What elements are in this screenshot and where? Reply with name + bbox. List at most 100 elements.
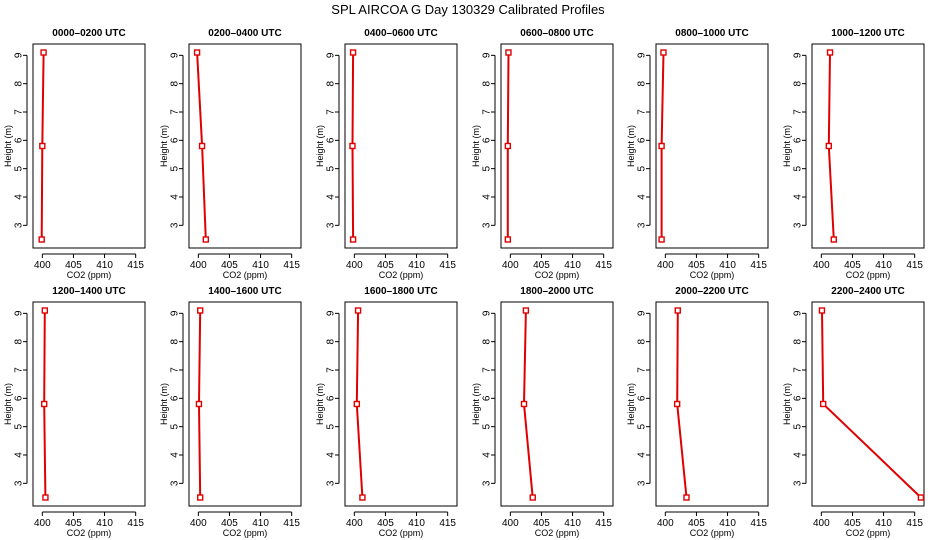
y-tick-label: 4 (637, 194, 648, 200)
data-point-marker (830, 236, 837, 243)
y-tick-label: 4 (14, 194, 25, 200)
y-tick-label: 9 (170, 310, 181, 316)
y-tick-label: 9 (14, 52, 25, 58)
data-point-marker (353, 400, 361, 408)
y-tick-label: 9 (170, 52, 181, 58)
y-tick-label: 6 (14, 395, 25, 401)
x-tick-label: 405 (533, 260, 550, 271)
y-axis-label: Height (m) (159, 383, 169, 425)
y-tick-label: 5 (637, 165, 648, 171)
data-point-marker (826, 49, 834, 56)
data-point-marker (195, 400, 203, 408)
data-point-marker (522, 307, 530, 314)
y-tick-label: 3 (326, 222, 337, 228)
y-tick-label: 9 (326, 52, 337, 58)
y-tick-label: 8 (482, 338, 493, 344)
panel-title: 0600–0800 UTC (520, 28, 593, 39)
plot-frame (344, 43, 458, 249)
y-tick-label: 5 (326, 165, 337, 171)
y-tick-label: 7 (14, 109, 25, 115)
figure-title: SPL AIRCOA G Day 130329 Calibrated Profi… (331, 2, 605, 17)
y-axis-label: Height (m) (3, 383, 13, 425)
profile-panel: 2200–2400 UTC 400 405 410 415 CO2 (ppm) 3 4 5 6 7 8… (782, 286, 925, 538)
y-tick-label: 3 (170, 222, 181, 228)
y-axis-label: Height (m) (782, 383, 792, 425)
y-tick-label: 5 (326, 423, 337, 429)
y-tick-label: 8 (482, 80, 493, 86)
panel-title: 0400–0600 UTC (364, 28, 437, 39)
data-point-marker (40, 49, 47, 56)
y-tick-label: 6 (793, 395, 804, 401)
profile-panel: 1200–1400 UTC 400 405 410 415 CO2 (ppm) 3 4 5 6 7 8… (3, 286, 146, 538)
plot-frame (188, 43, 302, 249)
y-tick-label: 9 (637, 52, 648, 58)
x-tick-label: 400 (813, 518, 830, 529)
panel-title: 1600–1800 UTC (364, 286, 437, 297)
plot-frame (344, 301, 458, 507)
x-tick-label: 400 (657, 260, 674, 271)
y-tick-label: 6 (14, 137, 25, 143)
y-tick-label: 6 (326, 137, 337, 143)
data-point-marker (529, 494, 536, 501)
data-point-marker (349, 142, 356, 150)
data-point-marker (41, 307, 49, 314)
x-tick-label: 410 (564, 518, 581, 529)
x-tick-label: 400 (190, 260, 207, 271)
y-tick-label: 3 (637, 480, 648, 486)
y-tick-label: 5 (637, 423, 648, 429)
y-tick-label: 8 (14, 338, 25, 344)
x-tick-label: 410 (252, 518, 269, 529)
y-tick-label: 7 (482, 109, 493, 115)
profile-panel: 1800–2000 UTC 400 405 410 415 CO2 (ppm) 3 4 5 6 7 8… (471, 286, 614, 538)
data-point-marker (658, 236, 665, 243)
profile-panel: 0000–0200 UTC 400 405 410 415 CO2 (ppm) 3 4 5 6 7 8… (3, 28, 146, 280)
y-tick-label: 8 (326, 80, 337, 86)
data-point-marker (504, 142, 512, 150)
data-point-marker (359, 494, 366, 501)
x-tick-label: 415 (595, 260, 612, 271)
data-point-marker (193, 49, 201, 56)
y-tick-label: 5 (793, 165, 804, 171)
data-point-marker (202, 236, 210, 243)
y-tick-label: 4 (637, 452, 648, 458)
x-tick-label: 410 (564, 260, 581, 271)
y-tick-label: 9 (793, 52, 804, 58)
x-tick-label: 405 (65, 260, 82, 271)
y-tick-label: 7 (14, 367, 25, 373)
y-tick-label: 7 (170, 367, 181, 373)
y-tick-label: 4 (793, 194, 804, 200)
y-tick-label: 8 (326, 338, 337, 344)
x-tick-label: 400 (657, 518, 674, 529)
y-tick-label: 7 (637, 367, 648, 373)
panels-grid: 0000–0200 UTC 400 405 410 415 CO2 (ppm) 3 4 5 6 7 8… (3, 28, 925, 538)
y-tick-label: 4 (326, 194, 337, 200)
profile-panel: 0600–0800 UTC 400 405 410 415 CO2 (ppm) 3 4 5 6 7 8… (471, 28, 614, 280)
y-tick-label: 9 (482, 310, 493, 316)
panel-title: 2200–2400 UTC (831, 286, 904, 297)
y-tick-label: 3 (793, 222, 804, 228)
profile-panel: 2000–2200 UTC 400 405 410 415 CO2 (ppm) 3 4 5 6 7 8… (626, 286, 769, 538)
y-axis-label: Height (m) (315, 125, 325, 167)
x-axis-label: CO2 (ppm) (690, 528, 735, 538)
data-point-marker (39, 142, 46, 150)
x-axis-label: CO2 (ppm) (535, 528, 580, 538)
y-axis-label: Height (m) (159, 125, 169, 167)
y-tick-label: 8 (793, 80, 804, 86)
x-tick-label: 400 (34, 518, 51, 529)
plot-frame (32, 301, 146, 507)
data-point-marker (198, 142, 206, 150)
y-axis-label: Height (m) (315, 383, 325, 425)
y-tick-label: 5 (793, 423, 804, 429)
x-axis-label: CO2 (ppm) (223, 270, 268, 280)
y-tick-label: 6 (637, 137, 648, 143)
data-point-marker (349, 236, 357, 243)
x-tick-label: 405 (377, 518, 394, 529)
data-point-marker (825, 142, 832, 150)
y-tick-label: 6 (170, 137, 181, 143)
x-tick-label: 415 (906, 518, 923, 529)
profile-panel: 1600–1800 UTC 400 405 410 415 CO2 (ppm) 3 4 5 6 7 8… (315, 286, 458, 538)
x-tick-label: 415 (750, 260, 767, 271)
y-tick-label: 6 (170, 395, 181, 401)
x-axis-label: CO2 (ppm) (379, 270, 424, 280)
